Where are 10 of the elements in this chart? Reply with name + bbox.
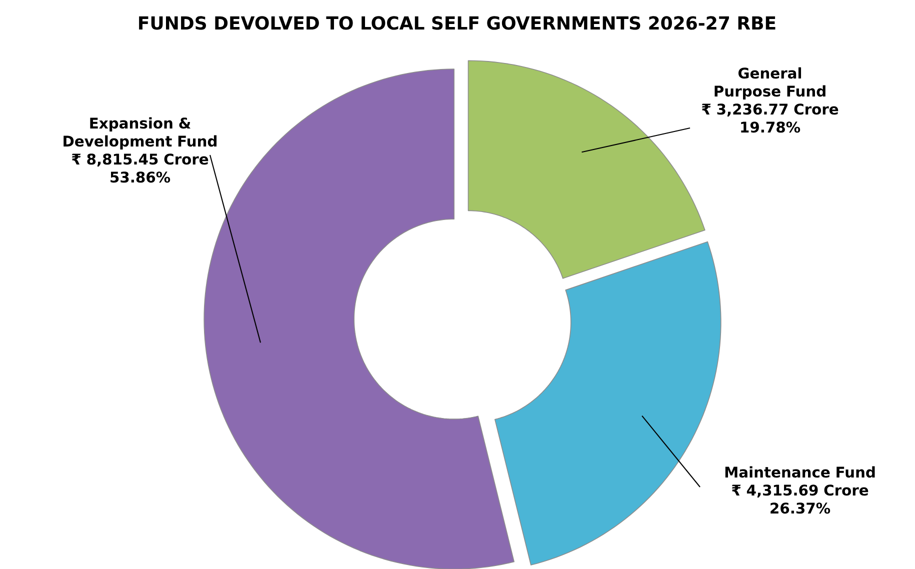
data-label: ₹ 8,815.45 Crore [72,153,208,166]
data-label: ₹ 3,236.77 Crore [702,103,838,116]
text: 26.37% [770,502,830,514]
data-label: ₹ 4,315.69 Crore [732,484,868,498]
text: 53.86% [110,171,170,182]
slice-label: General Purpose Fund [714,67,826,100]
chart-title: FUNDS DEVOLVED TO LOCAL SELF GOVERNMENTS 2026-27 RBE [139,16,776,30]
slice-label: Maintenance Fund [725,466,875,478]
slice-label: Expansion & Development Fund [64,117,217,150]
text: 19.78% [741,121,800,132]
